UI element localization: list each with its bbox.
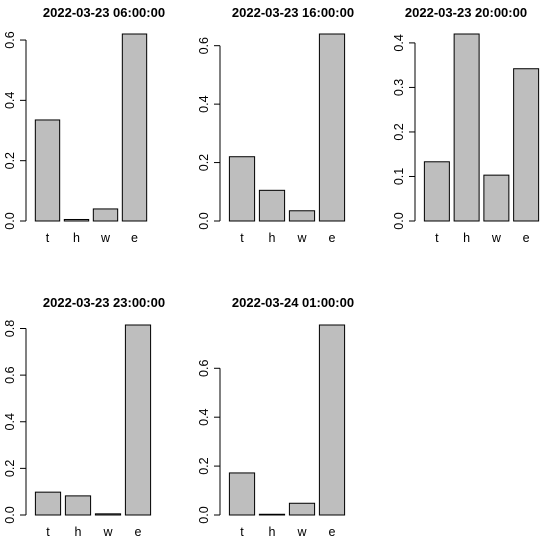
- x-tick-label: h: [269, 525, 276, 539]
- bar-w: [94, 513, 122, 516]
- y-tick-label: 0.4: [197, 95, 211, 112]
- bar-h: [258, 189, 286, 222]
- x-tick-label: w: [491, 231, 502, 245]
- y-tick-label: 0.0: [392, 212, 406, 229]
- y-tick-label: 0.6: [3, 366, 17, 383]
- y-tick-label: 0.2: [3, 460, 17, 477]
- x-tick-label: h: [73, 231, 80, 245]
- chart-panel-5: 2022-03-24 01:00:00 t h w e 0.0 0.2 0.4 0.6: [197, 295, 354, 539]
- y-tick-label: 0.4: [3, 413, 17, 430]
- y-tick-label: 0.4: [197, 408, 211, 425]
- y-tick-label: 0.2: [392, 123, 406, 140]
- x-tick-label: t: [240, 525, 244, 539]
- bar-h: [64, 495, 92, 516]
- x-tick-label: t: [46, 525, 50, 539]
- x-tick-label: e: [131, 231, 138, 245]
- y-tick-label: 0.0: [197, 212, 211, 229]
- panel-title: 2022-03-24 01:00:00: [232, 295, 354, 310]
- y-tick-label: 0.0: [3, 506, 17, 523]
- panel-title: 2022-03-23 16:00:00: [232, 5, 354, 20]
- bar-h: [258, 513, 286, 516]
- bar-h: [453, 33, 480, 222]
- y-tick-label: 0.1: [392, 168, 406, 185]
- chart-panel-1: 2022-03-23 06:00:00 t h w e 0.0 0.2 0.4 0.6: [3, 5, 165, 245]
- y-tick-label: 0.4: [3, 92, 17, 109]
- y-tick-label: 0.6: [197, 37, 211, 54]
- panel-title: 2022-03-23 20:00:00: [405, 5, 527, 20]
- bar-e: [124, 324, 152, 516]
- y-tick-label: 0.0: [197, 506, 211, 523]
- bar-t: [34, 119, 61, 222]
- bar-w: [288, 210, 316, 222]
- bar-h: [63, 218, 90, 222]
- bar-t: [34, 491, 62, 516]
- bar-e: [513, 68, 540, 222]
- bar-t: [423, 161, 450, 222]
- bar-w: [483, 174, 510, 222]
- panel-title: 2022-03-23 23:00:00: [43, 295, 165, 310]
- x-tick-label: t: [240, 231, 244, 245]
- bar-w: [92, 208, 119, 222]
- bar-e: [318, 324, 346, 516]
- x-tick-label: h: [269, 231, 276, 245]
- x-tick-label: w: [100, 231, 111, 245]
- chart-panel-3: 2022-03-23 20:00:00 t h w e 0.0 0.1 0.2 0.3 0.4: [392, 5, 540, 245]
- y-tick-label: 0.4: [392, 34, 406, 51]
- bar-t: [228, 472, 256, 516]
- x-tick-label: e: [135, 525, 142, 539]
- bar-e: [121, 33, 148, 222]
- x-tick-label: t: [46, 231, 50, 245]
- bar-t: [228, 156, 256, 222]
- x-tick-label: h: [75, 525, 82, 539]
- x-tick-label: w: [102, 525, 113, 539]
- y-tick-label: 0.2: [197, 154, 211, 171]
- bar-w: [288, 502, 316, 516]
- x-tick-label: t: [435, 231, 439, 245]
- chart-panel-4: 2022-03-23 23:00:00 t h w e 0.0 0.2 0.4 0.6 0.8: [3, 295, 165, 539]
- x-tick-label: e: [329, 231, 336, 245]
- chart-panel-2: 2022-03-23 16:00:00 t h w e 0.0 0.2 0.4 0.6: [197, 5, 354, 245]
- y-tick-label: 0.3: [392, 79, 406, 96]
- y-tick-label: 0.2: [3, 152, 17, 169]
- y-tick-label: 0.6: [3, 31, 17, 48]
- y-tick-label: 0.2: [197, 457, 211, 474]
- x-tick-label: w: [296, 231, 307, 245]
- y-tick-label: 0.8: [3, 320, 17, 337]
- bar-e: [318, 33, 346, 222]
- y-tick-label: 0.0: [3, 212, 17, 229]
- x-tick-label: h: [463, 231, 470, 245]
- y-tick-label: 0.6: [197, 360, 211, 377]
- panel-title: 2022-03-23 06:00:00: [43, 5, 165, 20]
- x-tick-label: e: [523, 231, 530, 245]
- x-tick-label: e: [329, 525, 336, 539]
- x-tick-label: w: [296, 525, 307, 539]
